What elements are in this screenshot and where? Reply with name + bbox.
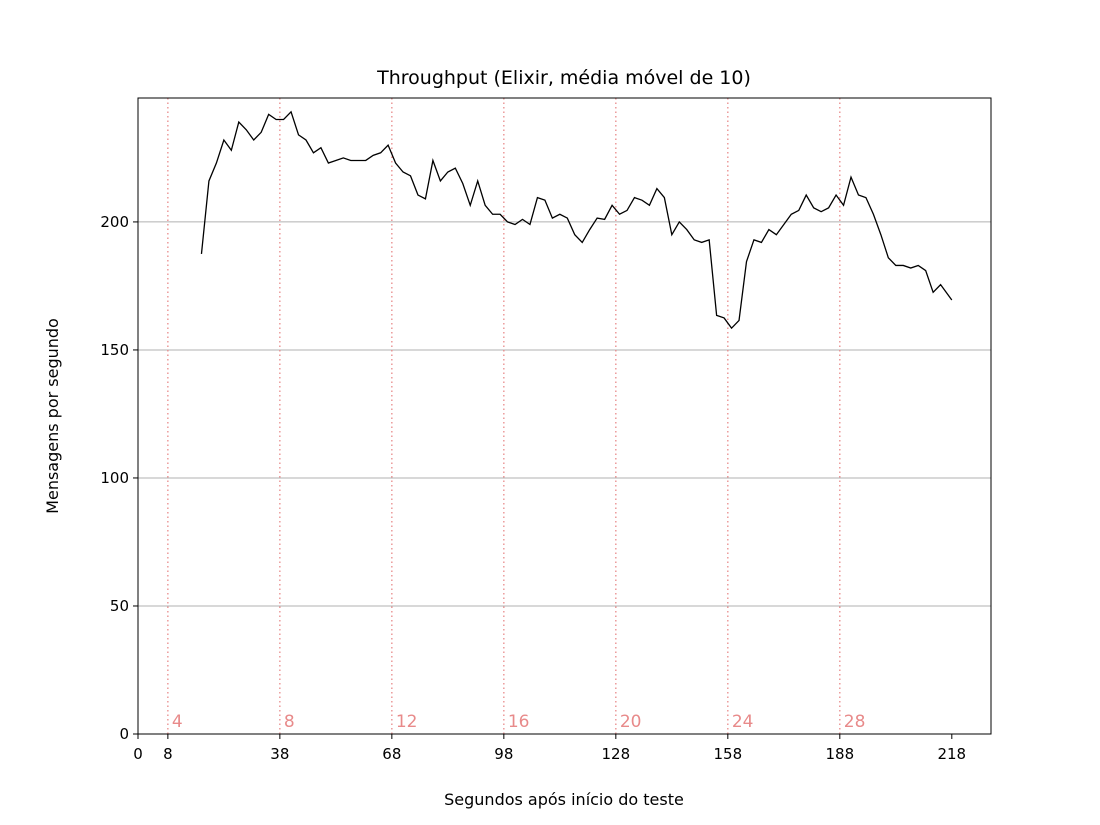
y-tick-label: 200 [100,213,129,231]
x-tick-label: 218 [937,745,966,763]
marker-label: 24 [732,712,754,732]
y-tick-label: 150 [100,341,129,359]
marker-label: 12 [396,712,418,732]
x-tick-label: 188 [825,745,854,763]
data-line [200,110,953,330]
x-tick-label: 38 [270,745,289,763]
marker-label: 8 [284,712,295,732]
marker-label: 16 [508,712,530,732]
plot-frame [137,97,992,735]
marker-label: 28 [844,712,866,732]
y-tick-label: 50 [110,597,129,615]
x-tick-label: 0 [133,745,143,763]
x-tick-label: 158 [714,745,743,763]
x-tick-label: 128 [602,745,631,763]
x-tick-label: 68 [382,745,401,763]
marker-label: 4 [172,712,183,732]
x-tick-label: 98 [494,745,513,763]
y-tick-label: 0 [119,725,129,743]
chart-title: Throughput (Elixir, média móvel de 10) [376,67,751,89]
x-axis-label: Segundos após início do teste [444,790,684,809]
marker-label: 20 [620,712,642,732]
y-tick-label: 100 [100,469,129,487]
x-tick-label: 8 [163,745,173,763]
y-axis-label: Mensagens por segundo [43,318,62,514]
